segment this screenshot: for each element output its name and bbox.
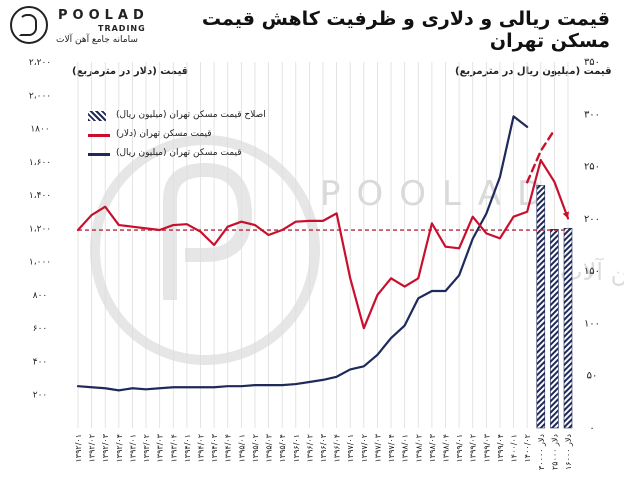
- legend: اصلاح قیمت مسکن تهران (میلیون ریال) قیمت…: [88, 108, 266, 165]
- x-tick-label: ۱۳۹۵/۰۲: [251, 434, 260, 462]
- x-tick-label: ۱۳۹۳/۰۳: [156, 433, 165, 462]
- left-tick-label: ۱،۲۰۰: [29, 224, 51, 234]
- left-tick-label: ۴۰۰: [33, 357, 48, 367]
- x-tick-label: ۱۳۹۹/۰۱: [455, 434, 464, 462]
- legend-item-dollar: قیمت مسکن تهران (دلار): [88, 127, 238, 146]
- left-tick-label: ۶۰۰: [33, 324, 48, 334]
- left-tick-label: ۱،۶۰۰: [29, 158, 51, 168]
- right-tick-label: ۱۰۰: [584, 318, 600, 329]
- right-tick-label: ۳۵۰: [584, 57, 600, 68]
- x-tick-label: ۱۳۹۲/۰۱: [74, 434, 83, 462]
- legend-swatch-correction: [88, 111, 106, 121]
- left-tick-label: ۱،۴۰۰: [29, 191, 51, 201]
- x-tick-label: ۱۳۹۴/۰۳: [210, 433, 219, 462]
- x-tick-label: ۱۳۹۸/۰۴: [442, 434, 451, 462]
- left-tick-label: ۱۸۰۰: [30, 125, 49, 135]
- x-tick-label: ۱۳۹۹/۰۴: [496, 434, 505, 462]
- legend-label-rial: قیمت مسکن تهران (میلیون ریال): [116, 148, 242, 158]
- left-axis-title: قیمت (دلار در مترمربع): [72, 66, 189, 77]
- x-tick-label: ۱۳۹۵/۰۳: [265, 433, 274, 462]
- legend-swatch-rial: [88, 153, 110, 156]
- x-tick-label: ۱۳۹۴/۰۴: [224, 434, 233, 462]
- legend-label-dollar: قیمت مسکن تهران (دلار): [116, 129, 212, 139]
- rial-line: [76, 115, 529, 392]
- x-tick-label: ۱۳۹۲/۰۲: [88, 434, 97, 462]
- x-tick-label: ۱۳۹۶/۰۱: [292, 434, 301, 462]
- left-tick-label: ۸۰۰: [33, 291, 48, 301]
- watermark-name: POOLAD: [320, 174, 559, 214]
- x-tick-label: ۱۳۹۲/۰۴: [115, 434, 124, 462]
- left-tick-label: ۲۰۰: [33, 391, 48, 401]
- poolad-logo-icon: [10, 6, 48, 44]
- x-tick-label: دلار ۲۵۰۰۰: [550, 434, 559, 470]
- right-tick-label: ۲۰۰: [584, 214, 600, 225]
- left-tick-label: ۱،۰۰۰: [29, 258, 51, 268]
- x-tick-label: ۱۳۹۷/۰۱: [346, 434, 355, 462]
- legend-label-correction: اصلاح قیمت مسکن تهران (میلیون ریال): [116, 110, 266, 120]
- right-tick-label: ۱۵۰: [584, 266, 600, 277]
- brand-name: POOLAD: [58, 8, 149, 23]
- correction-bar: [550, 229, 559, 429]
- x-tick-label: ۱۳۹۶/۰۲: [305, 434, 314, 462]
- legend-item-rial: قیمت مسکن تهران (میلیون ریال): [88, 146, 242, 165]
- x-tick-label: ۱۳۹۵/۰۴: [278, 434, 287, 462]
- bar-layer: [536, 185, 573, 429]
- left-tick-label: ۲،۰۰۰: [29, 91, 51, 101]
- x-tick-label: ۱۳۹۸/۰۱: [401, 434, 410, 462]
- x-tick-label: ۱۳۹۲/۰۳: [101, 433, 110, 462]
- correction-bar: [563, 227, 573, 429]
- x-tick-label: ۱۳۹۵/۰۱: [237, 434, 246, 462]
- dollar-line: [76, 159, 542, 330]
- brand-logo: POOLAD TRADING سامانه جامع آهن آلات: [10, 6, 160, 46]
- right-tick-label: ۵۰: [587, 371, 598, 382]
- x-tick-label: ۱۳۹۳/۰۴: [169, 434, 178, 462]
- forecast-arrow-icon: [562, 211, 570, 219]
- x-tick-label: ۱۳۹۴/۰۲: [197, 434, 206, 462]
- x-tick-label: ۱۳۹۹/۰۳: [482, 433, 491, 462]
- x-tick-label: دلار ۳۰۰۰۰: [537, 434, 546, 470]
- x-tick-label: ۱۴۰۰/۰۲: [523, 434, 532, 462]
- brand-sub: TRADING: [98, 24, 146, 33]
- x-tick-label: ۱۳۹۷/۰۴: [387, 434, 396, 462]
- left-tick-label: ۲،۲۰۰: [29, 58, 51, 68]
- right-tick-label: ۰: [589, 423, 594, 434]
- dollar-forecast-line: [539, 159, 570, 220]
- x-tick-label: ۱۳۹۶/۰۳: [319, 433, 328, 462]
- x-tick-label: ۱۳۹۷/۰۲: [360, 434, 369, 462]
- x-tick-label: ۱۳۹۳/۰۲: [142, 434, 151, 462]
- rial-forecast-line: [525, 128, 556, 184]
- x-tick-label: ۱۳۹۸/۰۳: [428, 433, 437, 462]
- x-tick-label: ۱۳۹۷/۰۳: [373, 433, 382, 462]
- x-tick-label: ۱۳۹۹/۰۲: [469, 434, 478, 462]
- x-axis-ticks: ۱۳۹۲/۰۱ ۱۳۹۲/۰۲ ۱۳۹۲/۰۳ ۱۳۹۲/۰۴ ۱۳۹۳/۰۱ ۱۳۹۳/…: [74, 433, 573, 470]
- x-tick-label: ۱۳۹۶/۰۴: [333, 434, 342, 462]
- x-tick-label: ۱۳۹۴/۰۱: [183, 434, 192, 462]
- watermark-logo-icon: [163, 162, 253, 300]
- chart-title: قیمت ریالی و دلاری و ظرفیت کاهش قیمت مسک…: [201, 8, 610, 52]
- watermark-logo-ring: [90, 135, 320, 365]
- x-tick-label: ۱۴۰۰/۰۱: [510, 434, 519, 462]
- correction-bar: [536, 185, 546, 429]
- line-layer: [76, 115, 570, 392]
- x-tick-label: ۱۳۹۳/۰۱: [128, 434, 137, 462]
- right-axis-title: قیمت (میلیون ریال در مترمربع): [455, 66, 612, 77]
- right-tick-label: ۲۵۰: [584, 162, 600, 173]
- x-tick-label: دلار ۱۶۰۰۰: [564, 434, 573, 470]
- brand-tagline: سامانه جامع آهن آلات: [56, 35, 138, 45]
- right-tick-label: ۳۰۰: [584, 109, 600, 120]
- legend-item-correction: اصلاح قیمت مسکن تهران (میلیون ریال): [88, 108, 266, 127]
- left-axis-ticks: ۲۰۰ ۴۰۰ ۶۰۰ ۸۰۰ ۱،۰۰۰ ۱،۲۰۰ ۱،۴۰۰ ۱،۶۰۰ ۱۸۰۰ ۲،۰۰…: [29, 58, 51, 401]
- legend-swatch-dollar: [88, 134, 110, 137]
- x-tick-label: ۱۳۹۸/۰۲: [414, 434, 423, 462]
- right-axis-ticks: ۰ ۵۰ ۱۰۰ ۱۵۰ ۲۰۰ ۲۵۰ ۳۰۰ ۳۵۰: [584, 57, 600, 434]
